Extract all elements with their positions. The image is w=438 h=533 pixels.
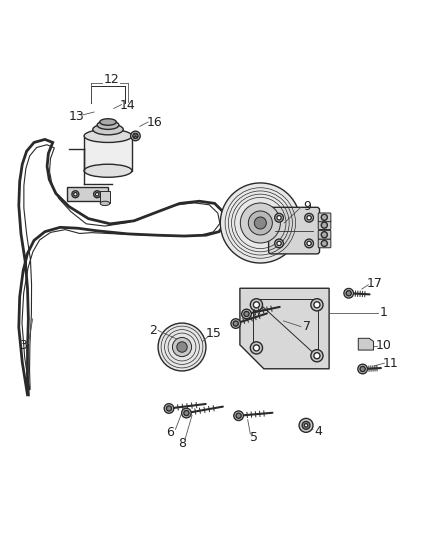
Text: 11: 11: [383, 357, 399, 369]
Circle shape: [277, 241, 281, 246]
Text: 16: 16: [147, 116, 162, 128]
Circle shape: [184, 410, 189, 416]
Circle shape: [94, 191, 101, 198]
Circle shape: [248, 211, 272, 235]
Circle shape: [314, 353, 320, 359]
Text: 8: 8: [178, 437, 186, 450]
Circle shape: [321, 240, 327, 246]
Ellipse shape: [93, 124, 123, 135]
Ellipse shape: [100, 119, 116, 125]
Circle shape: [173, 337, 191, 357]
Text: 15: 15: [206, 327, 222, 340]
Circle shape: [133, 133, 138, 139]
Circle shape: [240, 203, 280, 243]
Circle shape: [311, 298, 323, 311]
Polygon shape: [358, 338, 374, 350]
Circle shape: [253, 302, 259, 308]
Circle shape: [304, 424, 308, 427]
FancyBboxPatch shape: [84, 136, 132, 171]
Text: 10: 10: [375, 339, 392, 352]
FancyBboxPatch shape: [318, 221, 331, 230]
Circle shape: [234, 411, 244, 421]
Circle shape: [344, 288, 353, 298]
Circle shape: [166, 406, 172, 411]
Circle shape: [164, 403, 174, 413]
Circle shape: [253, 345, 259, 351]
FancyBboxPatch shape: [67, 187, 108, 201]
Text: 4: 4: [314, 424, 322, 438]
Circle shape: [72, 191, 79, 198]
Circle shape: [360, 366, 365, 372]
Circle shape: [177, 342, 187, 352]
Circle shape: [251, 298, 262, 311]
Text: 1: 1: [380, 306, 388, 319]
Circle shape: [321, 222, 327, 228]
Circle shape: [305, 239, 314, 248]
Circle shape: [275, 213, 283, 222]
Text: 13: 13: [68, 110, 84, 123]
Circle shape: [321, 214, 327, 220]
Text: 5: 5: [250, 432, 258, 445]
Ellipse shape: [97, 120, 119, 130]
Circle shape: [251, 342, 262, 354]
Circle shape: [311, 350, 323, 362]
FancyBboxPatch shape: [100, 191, 110, 204]
Text: 12: 12: [103, 73, 119, 86]
Circle shape: [314, 302, 320, 308]
Circle shape: [231, 319, 240, 328]
Ellipse shape: [84, 130, 132, 142]
Ellipse shape: [100, 201, 110, 206]
Circle shape: [307, 241, 311, 246]
Text: 14: 14: [120, 99, 135, 112]
Text: 2: 2: [149, 325, 157, 337]
Circle shape: [220, 183, 300, 263]
FancyBboxPatch shape: [318, 239, 331, 248]
Circle shape: [236, 413, 241, 418]
Text: 9: 9: [303, 200, 311, 213]
Circle shape: [254, 217, 266, 229]
Polygon shape: [240, 288, 329, 369]
Circle shape: [182, 408, 191, 418]
Circle shape: [307, 215, 311, 220]
Circle shape: [95, 192, 99, 196]
Circle shape: [233, 321, 238, 326]
Circle shape: [244, 311, 249, 317]
Circle shape: [321, 232, 327, 238]
Circle shape: [302, 422, 310, 429]
Circle shape: [242, 309, 251, 319]
Ellipse shape: [84, 164, 132, 177]
Circle shape: [299, 418, 313, 432]
Text: 17: 17: [367, 277, 383, 290]
Circle shape: [346, 290, 351, 296]
Text: 7: 7: [303, 320, 311, 333]
FancyBboxPatch shape: [268, 207, 320, 254]
Text: 3: 3: [19, 339, 27, 352]
Circle shape: [305, 213, 314, 222]
FancyBboxPatch shape: [318, 213, 331, 222]
Circle shape: [131, 131, 140, 141]
Circle shape: [158, 323, 206, 371]
Circle shape: [74, 192, 77, 196]
Circle shape: [277, 215, 281, 220]
Circle shape: [358, 364, 367, 374]
FancyBboxPatch shape: [318, 230, 331, 239]
Circle shape: [275, 239, 283, 248]
Text: 6: 6: [166, 426, 174, 439]
